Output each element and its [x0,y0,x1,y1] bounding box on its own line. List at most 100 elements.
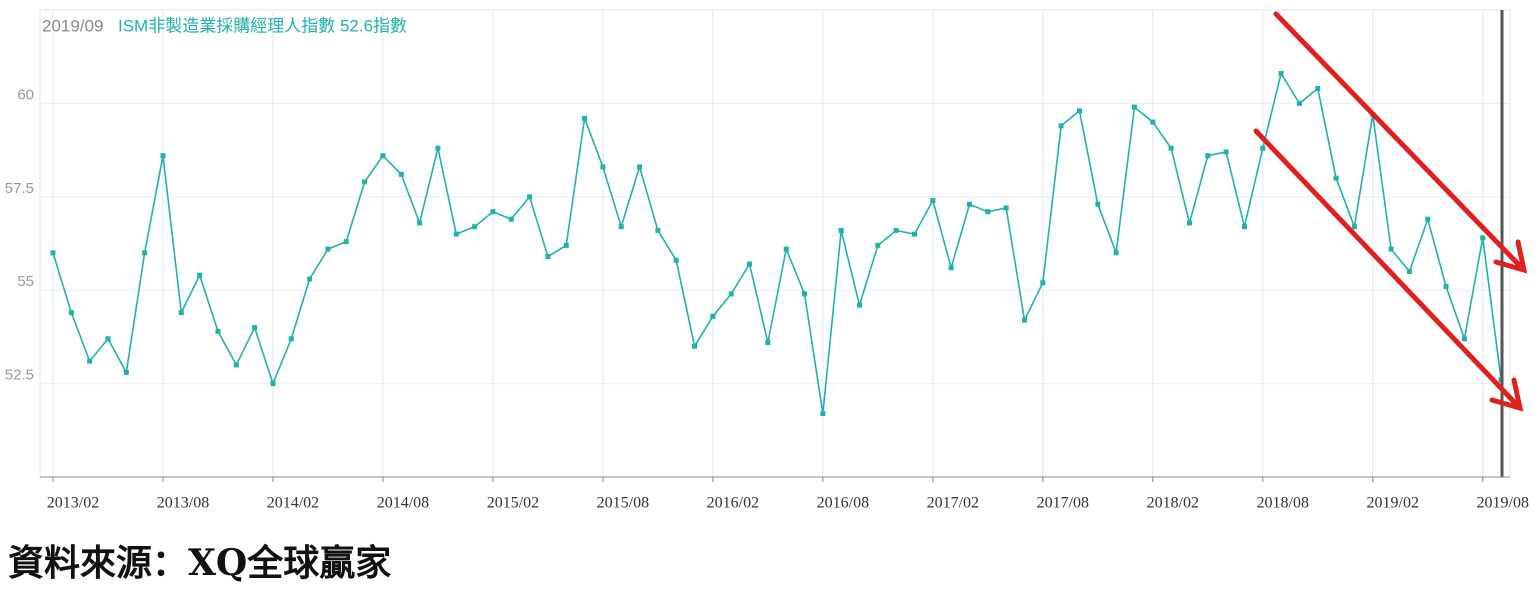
data-point [985,209,991,215]
data-point [1058,123,1064,129]
source-note: 資料來源：XQ全球贏家 [8,542,391,584]
data-point [728,291,734,297]
data-point [1461,336,1467,342]
x-tick-label: 2016/08 [817,495,869,512]
data-point [1351,224,1357,230]
y-tick-label: 60 [17,86,34,103]
data-point [710,313,716,319]
data-point [1131,104,1137,110]
data-point [68,310,74,316]
data-point [857,302,863,308]
data-point [1113,250,1119,256]
data-point [1406,269,1412,275]
y-tick-label: 57.5 [5,180,34,197]
series-line [52,71,1502,414]
data-point [765,340,771,346]
arrow [1273,11,1525,271]
trend-arrows [1253,11,1528,412]
data-point [1278,71,1284,77]
data-point [252,325,258,331]
data-point [270,381,276,387]
data-point [1260,145,1266,151]
data-point [912,231,918,237]
data-point [1095,201,1101,207]
data-point [802,291,808,297]
x-tick-label: 2015/02 [487,495,539,512]
data-point [783,246,789,252]
data-point [1076,108,1082,114]
data-point [105,336,111,342]
x-tick-label: 2014/08 [377,495,429,512]
data-point [1205,153,1211,159]
y-tick-label: 52.5 [5,367,34,384]
data-point [838,227,844,233]
data-point [87,358,93,364]
data-point [233,362,239,368]
data-point [582,115,588,121]
data-point [1223,149,1229,155]
data-point [893,227,899,233]
data-point [1333,175,1339,181]
x-tick-label: 2018/02 [1147,495,1199,512]
title-date: 2019/09 [42,16,103,35]
data-point [362,179,368,185]
data-point [453,231,459,237]
x-tick-label: 2017/08 [1037,495,1089,512]
data-point [1480,235,1486,241]
data-point [160,153,166,159]
data-point [490,209,496,215]
data-point [655,227,661,233]
data-point [1150,119,1156,125]
data-point [508,216,514,222]
data-point [747,261,753,267]
x-tick-label: 2014/02 [267,495,319,512]
data-point [1186,220,1192,226]
data-point [600,164,606,170]
x-tick-label: 2018/08 [1257,495,1309,512]
data-point [1443,283,1449,289]
arrow [1253,128,1521,409]
data-point [288,336,294,342]
data-point [1040,280,1046,286]
data-point [563,242,569,248]
data-point [142,250,148,256]
data-point [178,310,184,316]
data-point [692,343,698,349]
data-point [380,153,386,159]
data-point [472,224,478,230]
x-tick-label: 2015/08 [597,495,649,512]
data-point [398,171,404,177]
chart-title: ISM非製造業採購經理人指數 52.6指數 [118,16,407,35]
data-point [618,224,624,230]
data-point [1168,145,1174,151]
data-point [1003,205,1009,211]
x-tick-label: 2019/08 [1477,495,1529,512]
plot-area [39,9,1511,478]
data-point [820,410,826,416]
data-point [930,198,936,204]
data-point [123,369,129,375]
data-point [875,242,881,248]
data-point [637,164,643,170]
data-point [967,201,972,207]
data-point [215,328,221,334]
data-point [673,257,679,263]
x-tick-label: 2016/02 [707,495,759,512]
x-tick-label: 2013/02 [47,495,99,512]
data-point [325,246,331,252]
data-point [1315,85,1321,91]
data-point [527,194,533,200]
data-point [1425,216,1431,222]
data-point [545,254,551,260]
data-point [948,265,954,271]
data-point [1388,246,1394,252]
y-tick-label: 55 [17,273,34,290]
data-point [197,272,203,278]
arrow-head [1489,377,1524,412]
data-point [343,239,349,245]
data-point [1021,317,1027,323]
data-point [307,276,313,282]
arrow-head [1493,239,1528,274]
data-point [1296,100,1302,106]
